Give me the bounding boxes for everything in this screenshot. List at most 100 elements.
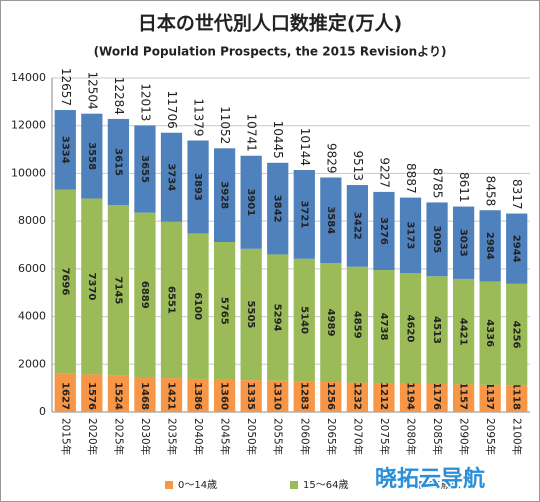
bar-segment [346, 185, 369, 267]
bar-segment [293, 169, 315, 259]
segment-label: 6551 [166, 286, 177, 314]
bar-segment [452, 384, 475, 412]
total-label: 11706 [165, 91, 179, 129]
chart-subtitle: (World Population Prospects, the 2015 Re… [94, 45, 447, 59]
segment-label: 4620 [405, 314, 416, 342]
x-tick-label: 2025年 [112, 418, 125, 455]
segment-label: 1524 [112, 382, 123, 410]
segment-label: 3842 [272, 195, 283, 223]
segment-label: 1283 [298, 382, 309, 410]
legend-label: 0～14歳 [178, 479, 217, 491]
bar-segment [54, 373, 76, 412]
segment-label: 4336 [484, 319, 495, 347]
segment-label: 1335 [245, 382, 256, 410]
segment-label: 1256 [325, 382, 336, 410]
bar-segment [320, 177, 342, 264]
total-label: 12284 [112, 77, 126, 115]
y-tick-label: 2000 [18, 357, 46, 370]
segment-label: 7696 [59, 267, 70, 295]
bar-segment [373, 191, 395, 271]
segment-label: 3276 [378, 217, 389, 245]
total-label: 9513 [351, 151, 365, 182]
legend-label: 65歳以上 [428, 479, 471, 491]
segment-label: 4989 [325, 309, 336, 337]
segment-label: 1468 [139, 382, 150, 410]
bar-segment [479, 384, 501, 412]
bar-segment [320, 382, 342, 412]
bar-segment [81, 374, 103, 412]
segment-label: 5140 [298, 306, 309, 334]
segment-label: 3893 [192, 173, 203, 201]
segment-label: 6889 [139, 281, 150, 309]
x-tick-label: 2015年 [59, 418, 72, 455]
total-label: 9829 [324, 143, 338, 174]
x-tick-label: 2020年 [86, 418, 99, 455]
x-tick-label: 2100年 [511, 418, 524, 455]
bar-segment [187, 233, 209, 379]
total-label: 8611 [457, 172, 471, 203]
segment-label: 3033 [458, 229, 469, 257]
segment-label: 1386 [192, 382, 203, 410]
total-label: 10144 [298, 128, 312, 166]
legend-swatch [165, 481, 173, 489]
x-tick-label: 2065年 [325, 418, 338, 455]
total-label: 11052 [218, 106, 232, 144]
total-label: 8887 [404, 163, 418, 194]
bar-segment [54, 189, 76, 374]
segment-label: 3734 [166, 163, 177, 191]
total-label: 9227 [377, 157, 391, 188]
x-tick-label: 2070年 [351, 418, 364, 455]
segment-label: 3422 [351, 212, 362, 240]
segment-label: 3095 [431, 225, 442, 253]
segment-label: 3901 [245, 188, 256, 216]
segment-label: 7370 [86, 273, 97, 301]
bar-segment [399, 197, 422, 274]
bar-segment [160, 132, 183, 222]
segment-label: 3334 [59, 136, 70, 164]
bar-segment [452, 278, 475, 385]
segment-label: 4859 [351, 311, 362, 339]
total-label: 10741 [245, 114, 259, 152]
x-tick-label: 2040年 [192, 418, 205, 455]
total-label: 12013 [138, 83, 152, 121]
segment-label: 1176 [431, 382, 442, 410]
segment-label: 1421 [166, 382, 177, 410]
x-tick-label: 2080年 [405, 418, 418, 455]
bar-segment [452, 206, 475, 279]
bar-segment [107, 205, 130, 376]
bar-segment [399, 383, 422, 412]
bar-segment [267, 380, 289, 412]
y-tick-label: 4000 [18, 310, 46, 323]
total-label: 8785 [431, 168, 445, 199]
bar-segment [213, 148, 236, 243]
total-label: 10445 [271, 121, 285, 159]
segment-label: 1627 [59, 382, 70, 410]
y-tick-label: 12000 [11, 119, 46, 132]
bar-segment [160, 221, 183, 379]
bar-segment [240, 380, 262, 412]
bar-segment [479, 281, 501, 385]
segment-label: 1118 [511, 382, 522, 410]
segment-label: 1137 [484, 382, 495, 410]
segment-label: 3655 [139, 155, 150, 183]
total-label: 8317 [510, 179, 524, 210]
legend-swatch [290, 481, 298, 489]
x-tick-label: 2055年 [272, 418, 285, 455]
segment-label: 1360 [219, 382, 230, 410]
bar-segment [81, 198, 103, 375]
segment-label: 1232 [351, 382, 362, 410]
segment-label: 3173 [405, 222, 416, 250]
bar-segment [346, 266, 369, 383]
x-tick-label: 2095年 [484, 418, 497, 455]
x-tick-label: 2060年 [298, 418, 311, 455]
x-tick-label: 2075年 [378, 418, 391, 455]
segment-label: 7145 [112, 276, 123, 304]
bar-segment [373, 270, 395, 384]
segment-label: 5294 [272, 304, 283, 332]
bar-segment [506, 283, 528, 386]
bar-segment [81, 113, 103, 199]
segment-label: 5765 [219, 297, 230, 325]
bar-segment [187, 378, 209, 412]
segment-label: 4513 [431, 316, 442, 344]
